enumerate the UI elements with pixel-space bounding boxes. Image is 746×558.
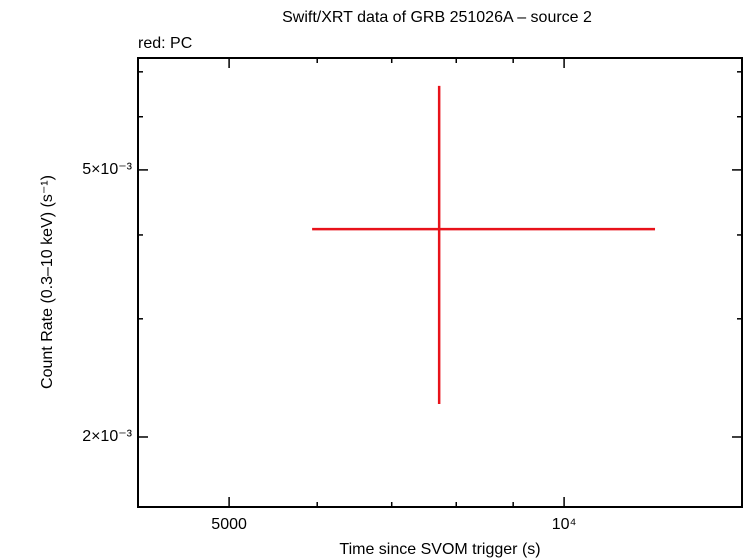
y-axis-label: Count Rate (0.3–10 keV) (s⁻¹): [39, 175, 56, 389]
chart-title: Swift/XRT data of GRB 251026A – source 2: [282, 9, 592, 26]
x-axis-label: Time since SVOM trigger (s): [339, 541, 540, 558]
x-tick-label: 10⁴: [552, 516, 577, 533]
chart-subtitle: red: PC: [138, 35, 192, 52]
x-tick-label: 5000: [211, 516, 247, 533]
y-tick-label: 2×10⁻³: [82, 428, 132, 445]
plot-frame: [137, 57, 743, 508]
y-tick-label: 5×10⁻³: [82, 161, 132, 178]
